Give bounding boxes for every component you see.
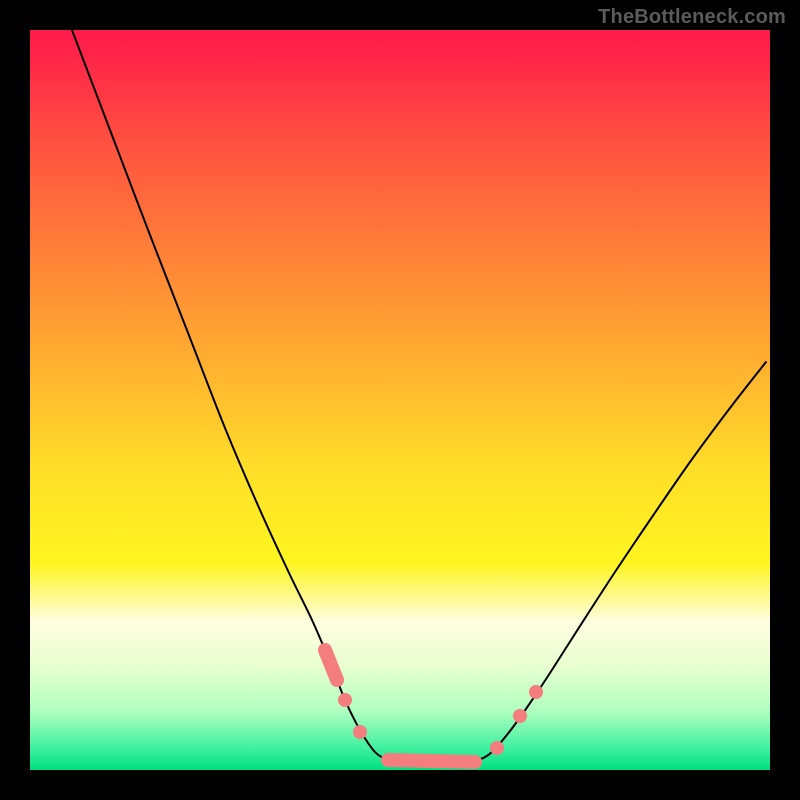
marker-dot [338, 693, 352, 707]
plot-gradient-area [30, 30, 770, 770]
marker-dot [513, 709, 527, 723]
stage: TheBottleneck.com [0, 0, 800, 800]
marker-capsule [388, 760, 475, 762]
marker-dot [353, 725, 367, 739]
marker-dot [490, 741, 504, 755]
watermark-text: TheBottleneck.com [598, 6, 786, 29]
marker-dot [529, 685, 543, 699]
bottleneck-chart [0, 0, 800, 800]
